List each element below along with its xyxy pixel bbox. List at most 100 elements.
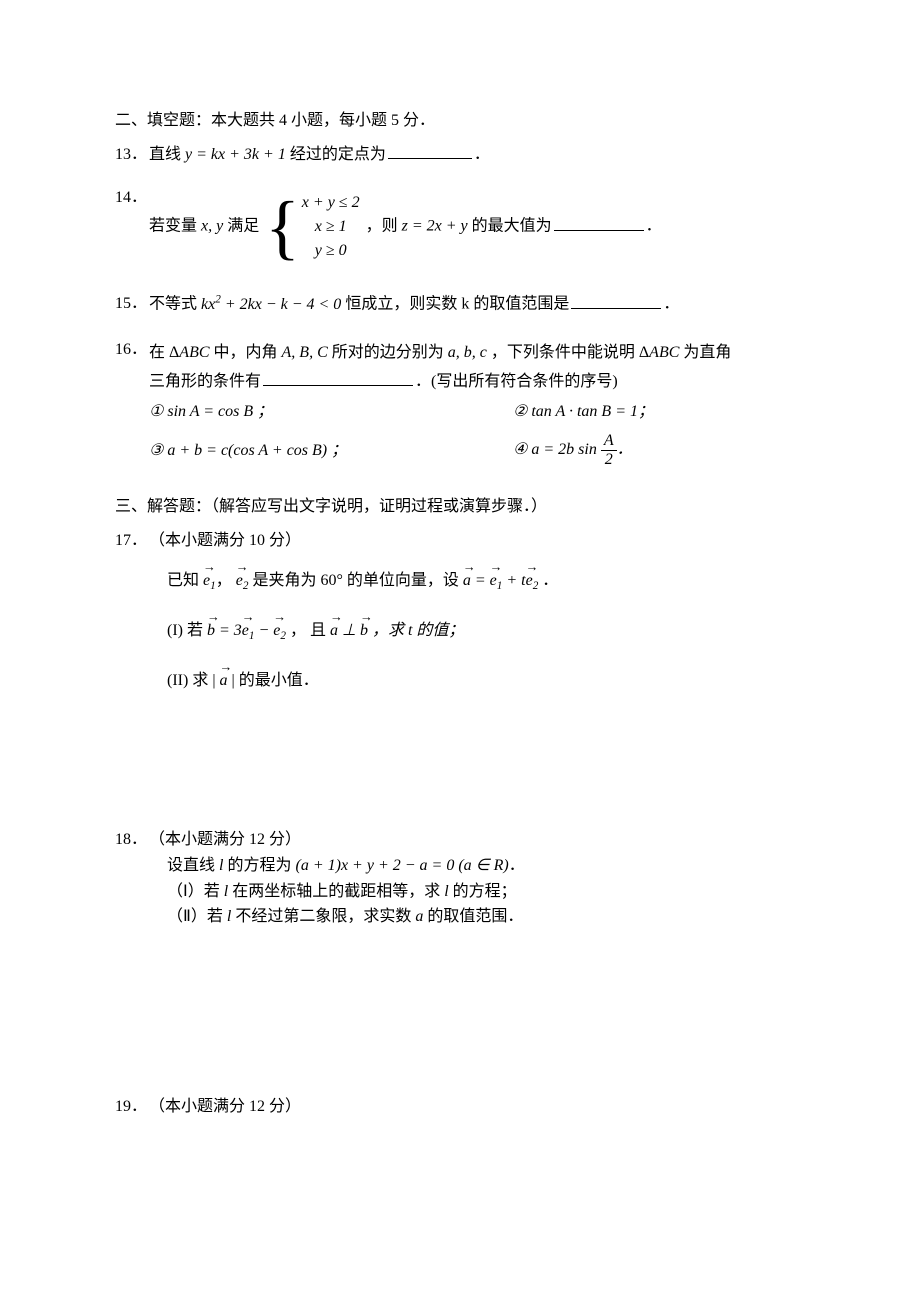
q16-l1b: 中，内角	[210, 344, 282, 361]
q16-ABC3: ABC	[649, 344, 679, 361]
q17-eq: =	[471, 572, 490, 589]
section3-heading: 三、解答题：（解答应写出文字说明，证明过程或演算步骤．）	[115, 494, 805, 520]
q15-blank	[571, 292, 661, 309]
q18: 18．（本小题满分 12 分） 设直线 l 的方程为 (a + 1)x + y …	[115, 827, 805, 929]
q16-line2: 三角形的条件有 ．(写出所有符合条件的序号)	[149, 369, 799, 395]
q13-eq: y = kx + 3k + 1	[185, 146, 286, 163]
q16-l1a: 在 Δ	[149, 344, 179, 361]
q13-num: 13．	[115, 142, 149, 168]
q14-sys-1: x ≥ 1	[302, 215, 360, 239]
q16-abc2: a, b, c	[448, 344, 487, 361]
q17-l1a: 已知	[167, 572, 203, 589]
q17-c1: ，	[216, 572, 232, 589]
q17: 17．（本小题满分 10 分） 已知 e1， e2 是夹角为 60° 的单位向量…	[115, 528, 805, 693]
q16-frac-den: 2	[601, 451, 617, 469]
q17-b: b	[207, 618, 215, 644]
q16-line1: 在 Δ ABC 中，内角 A, B, C 所对的边分别为 a, b, c ，下列条…	[149, 337, 799, 369]
q15-num: 15．	[115, 291, 149, 317]
q14-blank	[554, 214, 644, 231]
q14-vars: x, y	[201, 218, 223, 235]
q16-l1d: ，下列条件中能说明 Δ	[487, 344, 649, 361]
q17-part1: (I) 若 b = 3e1 − e2 ， 且 a ⊥ b ，求 t 的值；	[167, 618, 805, 646]
q16-opts-row1: ① sin A = cos B ； ② tan A · tan B = 1；	[149, 399, 799, 425]
q14-num: 14．	[115, 185, 149, 211]
q16-opt2: ② tan A · tan B = 1；	[513, 399, 799, 425]
gap-2	[115, 944, 805, 1094]
q17-e1b-s: 1	[497, 580, 503, 592]
q17-title: （本小题满分 10 分）	[149, 532, 301, 549]
q17-e2b: e2	[526, 568, 539, 596]
q17-line1: 已知 e1， e2 是夹角为 60° 的单位向量，设 a = e1 + te2 …	[167, 568, 805, 596]
left-brace-icon: {	[265, 191, 300, 263]
q17-eq2: = 3	[215, 622, 242, 639]
q18-end1: ．	[509, 857, 525, 874]
q17-p1a: (I) 若	[167, 622, 207, 639]
q17-p1c: ，求 t 的值；	[368, 622, 464, 639]
q18-content: 设直线 l 的方程为 (a + 1)x + y + 2 − a = 0 (a ∈…	[115, 853, 805, 930]
q16-l2b: ．(写出所有符合条件的序号)	[415, 373, 618, 390]
q16-frac-num: A	[601, 432, 617, 451]
q14-mid: 满足	[223, 218, 263, 235]
q14-sys-rows: x + y ≤ 2x ≥ 1y ≥ 0	[302, 191, 360, 263]
section2-heading: 二、填空题：本大题共 4 小题，每小题 5 分．	[115, 108, 805, 134]
q17-content: 已知 e1， e2 是夹角为 60° 的单位向量，设 a = e1 + te2 …	[115, 568, 805, 694]
q17-e2-b: e	[236, 572, 243, 589]
q18-p2b: 不经过第二象限，求实数	[231, 908, 415, 925]
q14-post: 的最大值为	[468, 218, 552, 235]
q14-sys-2: y ≥ 0	[302, 239, 360, 263]
q13-body: 直线 y = kx + 3k + 1 经过的定点为．	[149, 142, 799, 168]
q17-p1b: ， 且	[286, 622, 330, 639]
q18-l1b: 的方程为	[223, 857, 295, 874]
q18-num: 18．	[115, 827, 149, 853]
q17-e2c-s: 2	[280, 630, 286, 642]
q16-opt1: ① sin A = cos B ；	[149, 399, 513, 425]
q16-opt4-post: ．	[617, 441, 633, 458]
page: 二、填空题：本大题共 4 小题，每小题 5 分． 13．直线 y = kx + …	[0, 0, 920, 1300]
q15-rest: + 2kx − k − 4 < 0	[221, 296, 342, 313]
q16-ABC: A, B, C	[282, 344, 328, 361]
q18-p2a: （Ⅱ）若	[167, 908, 227, 925]
q16-opt4-pre: ④ a = 2b sin	[513, 441, 597, 458]
q15-ineq: kx2 + 2kx − k − 4 < 0	[201, 296, 341, 313]
q16-num: 16．	[115, 337, 149, 363]
q16-l1c: 所对的边分别为	[328, 344, 448, 361]
q17-part2: (II) 求 | a | 的最小值．	[167, 668, 805, 694]
q13: 13．直线 y = kx + 3k + 1 经过的定点为．	[115, 142, 805, 168]
q15-pre: 不等式	[149, 296, 201, 313]
q17-a3: a	[220, 668, 228, 694]
q17-a2: a	[330, 618, 338, 644]
q16-opt4: ④ a = 2b sin A2．	[513, 432, 799, 468]
q14-sep: ，则	[362, 218, 402, 235]
q17-end1: ．	[538, 572, 558, 589]
q18-eq: (a + 1)x + y + 2 − a = 0 (a ∈ R)	[295, 857, 508, 874]
q17-e1c: e1	[242, 618, 255, 646]
gap-1	[115, 707, 805, 827]
q14-body: 若变量 x, y 满足 {x + y ≤ 2x ≥ 1y ≥ 0 ，则 z = …	[149, 185, 799, 269]
q18-p1c: 的方程；	[449, 883, 517, 900]
q17-plus: + t	[502, 572, 525, 589]
q16-blank	[263, 369, 413, 386]
q17-b2: b	[360, 618, 368, 644]
q18-title: （本小题满分 12 分）	[149, 831, 301, 848]
q17-perp: ⊥	[338, 622, 360, 639]
q16-l2a: 三角形的条件有	[149, 373, 261, 390]
q18-p1b: 在两坐标轴上的截距相等，求	[228, 883, 444, 900]
q16-l1e: 为直角	[679, 344, 731, 361]
q18-p1a: （Ⅰ）若	[167, 883, 224, 900]
q16-frac: A2	[601, 432, 617, 468]
q14-system: {x + y ≤ 2x ≥ 1y ≥ 0	[265, 191, 359, 263]
q15-mid: 恒成立，则实数 k 的取值范围是	[341, 296, 569, 313]
q13-end: ．	[474, 146, 490, 163]
q14: 14．若变量 x, y 满足 {x + y ≤ 2x ≥ 1y ≥ 0 ，则 z…	[115, 185, 805, 269]
q18-part1: （Ⅰ）若 l 在两坐标轴上的截距相等，求 l 的方程；	[167, 879, 805, 905]
q18-line1: 设直线 l 的方程为 (a + 1)x + y + 2 − a = 0 (a ∈…	[167, 853, 805, 879]
q19: 19．（本小题满分 12 分）	[115, 1094, 805, 1120]
q18-p2c: 的取值范围．	[423, 908, 523, 925]
q15-body: 不等式 kx2 + 2kx − k − 4 < 0 恒成立，则实数 k 的取值范…	[149, 291, 799, 317]
q16-body: 在 Δ ABC 中，内角 A, B, C 所对的边分别为 a, b, c ，下列条…	[149, 337, 799, 468]
q19-title: （本小题满分 12 分）	[149, 1098, 301, 1115]
q15-kx: kx	[201, 296, 215, 313]
q19-num: 19．	[115, 1094, 149, 1120]
q14-z: z = 2x + y	[402, 218, 468, 235]
q14-pre: 若变量	[149, 218, 201, 235]
